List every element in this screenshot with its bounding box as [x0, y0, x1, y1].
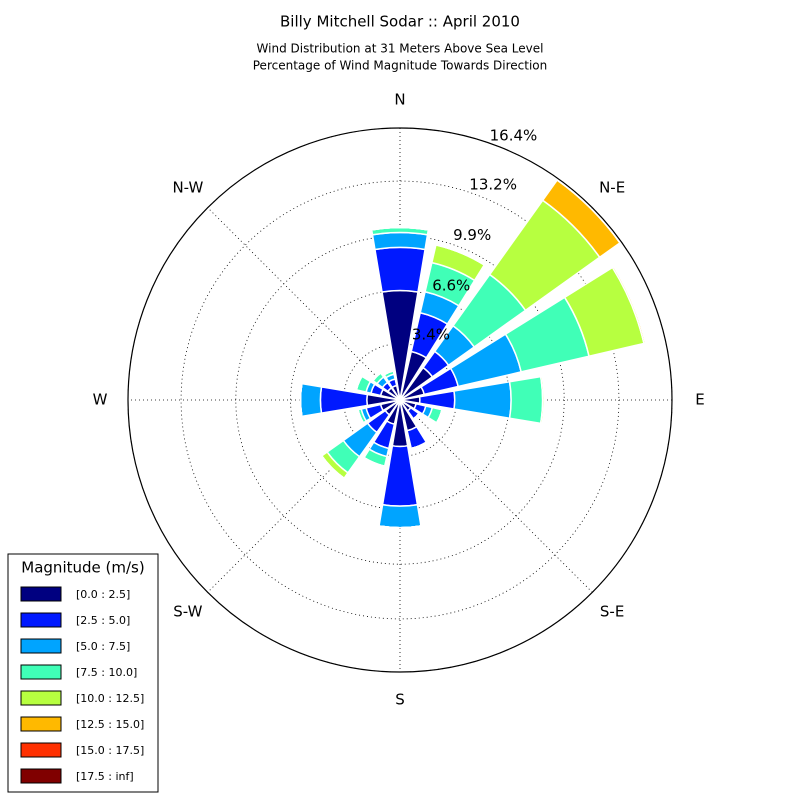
legend-label: [10.0 : 12.5]: [76, 692, 144, 705]
bar-segment: [355, 375, 363, 391]
direction-label: W: [93, 391, 108, 409]
r-tick-label: 16.4%: [490, 126, 538, 144]
r-tick-label: 13.2%: [469, 175, 517, 193]
bar-segment: [363, 457, 385, 467]
bar-segment: [374, 246, 426, 293]
legend-swatch: [20, 716, 62, 732]
bar-segment: [613, 266, 647, 344]
legend-label: [2.5 : 5.0]: [76, 614, 130, 627]
r-tick-label: 3.4%: [412, 325, 450, 343]
bar-segment: [372, 372, 382, 382]
bar-segment: [378, 503, 422, 529]
direction-label: S: [395, 691, 405, 709]
legend-label: [15.0 : 17.5]: [76, 744, 144, 757]
direction-label: S-E: [600, 603, 624, 621]
bar-segment: [371, 231, 429, 251]
axis-circle: [127, 127, 673, 673]
chart-subtitle: Wind Distribution at 31 Meters Above Sea…: [257, 42, 544, 56]
direction-label: E: [695, 391, 704, 409]
grid-ring: [235, 235, 565, 565]
legend-swatch: [20, 586, 62, 602]
legend-swatch: [20, 612, 62, 628]
legend-label: [7.5 : 10.0]: [76, 666, 137, 679]
legend-swatch: [20, 768, 62, 784]
direction-label: S-W: [173, 603, 202, 621]
bar-segment: [508, 375, 544, 425]
bar-segment: [299, 382, 323, 418]
bar-segment: [357, 409, 365, 424]
direction-label: N-E: [599, 178, 625, 196]
bar-segment: [371, 226, 429, 231]
legend-title: Magnitude (m/s): [21, 559, 144, 577]
legend-swatch: [20, 690, 62, 706]
direction-label: N: [394, 91, 405, 109]
legend-swatch: [20, 664, 62, 680]
r-tick-label: 6.6%: [432, 276, 470, 294]
bar-segment: [541, 376, 545, 424]
legend-swatch: [20, 638, 62, 654]
bar-segment: [411, 441, 427, 450]
chart-subtitle: Percentage of Wind Magnitude Towards Dir…: [253, 59, 547, 73]
direction-label: N-W: [172, 178, 203, 196]
grid-ring: [180, 180, 620, 620]
chart-title: Billy Mitchell Sodar :: April 2010: [280, 13, 520, 31]
r-tick-label: 9.9%: [453, 226, 491, 244]
legend-label: [0.0 : 2.5]: [76, 588, 130, 601]
legend-swatch: [20, 742, 62, 758]
legend-label: [12.5 : 15.0]: [76, 718, 144, 731]
legend-label: [17.5 : inf]: [76, 770, 134, 783]
legend-label: [5.0 : 7.5]: [76, 640, 130, 653]
